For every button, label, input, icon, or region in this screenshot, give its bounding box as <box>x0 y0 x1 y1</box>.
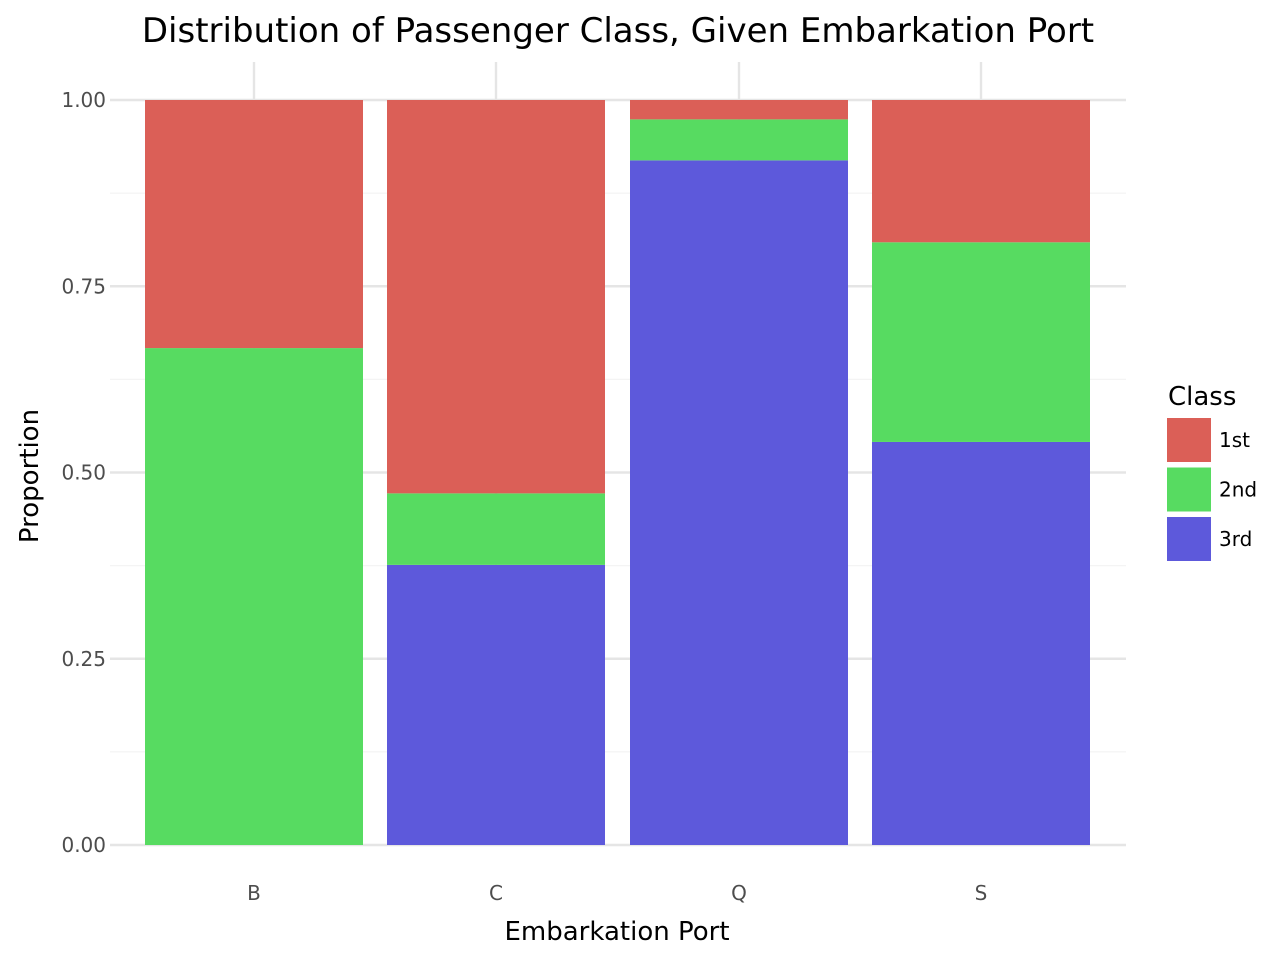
legend-swatch-2nd <box>1167 467 1211 512</box>
bar-s-1st <box>872 100 1090 243</box>
bar-s-3rd <box>872 441 1090 845</box>
bar-q-2nd <box>630 119 848 161</box>
y-tick-label: 0.75 <box>61 274 106 298</box>
x-tick-label: Q <box>731 881 747 905</box>
x-tick-label: C <box>489 881 503 905</box>
legend-label-2nd: 2nd <box>1219 478 1257 502</box>
y-tick-label: 1.00 <box>61 88 106 112</box>
x-tick-label: B <box>247 881 261 905</box>
y-tick-label: 0.00 <box>61 833 106 857</box>
legend-label-3rd: 3rd <box>1219 527 1252 551</box>
legend-swatch-3rd <box>1167 517 1211 561</box>
bar-b-1st <box>145 100 363 349</box>
bar-b-2nd <box>145 348 363 845</box>
bars <box>145 100 1090 846</box>
x-axis-title: Embarkation Port <box>504 917 729 947</box>
y-tick-label: 0.25 <box>61 647 106 671</box>
y-axis-title: Proportion <box>15 409 45 543</box>
legend-title: Class <box>1168 382 1236 412</box>
bar-q-1st <box>630 100 848 120</box>
x-tick-label: S <box>975 881 988 905</box>
y-axis-ticks: 0.00 0.25 0.50 0.75 1.00 <box>61 88 106 857</box>
bar-c-3rd <box>387 564 605 845</box>
y-tick-label: 0.50 <box>61 461 106 485</box>
bar-s-2nd <box>872 242 1090 442</box>
chart-title: Distribution of Passenger Class, Given E… <box>142 11 1094 51</box>
legend-label-1st: 1st <box>1219 428 1250 452</box>
bar-c-1st <box>387 100 605 494</box>
legend: Class 1st 2nd 3rd <box>1167 382 1257 561</box>
bar-c-2nd <box>387 493 605 565</box>
legend-swatch-1st <box>1167 418 1211 462</box>
bar-q-3rd <box>630 160 848 846</box>
